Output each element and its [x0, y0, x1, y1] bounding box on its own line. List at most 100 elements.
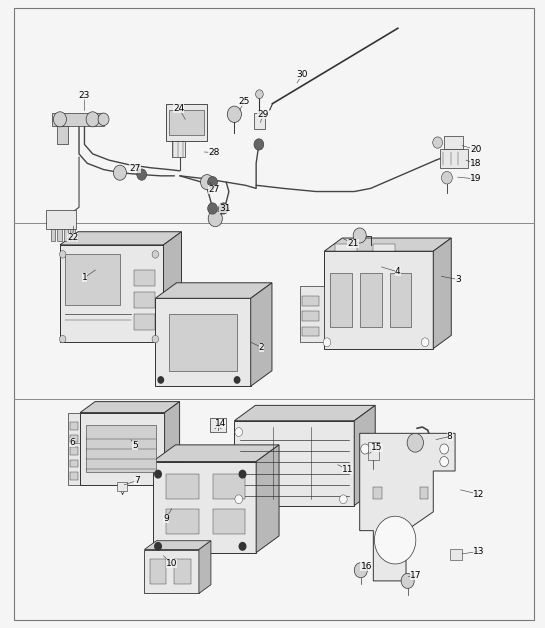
Circle shape [235, 428, 243, 436]
Bar [134, 292, 155, 308]
Bar [169, 314, 237, 371]
Circle shape [59, 335, 66, 343]
Circle shape [407, 433, 423, 452]
Circle shape [239, 470, 246, 478]
Bar [169, 110, 204, 135]
Circle shape [353, 228, 366, 243]
Text: 5: 5 [132, 441, 138, 450]
Circle shape [137, 169, 147, 180]
Bar [166, 104, 207, 141]
Circle shape [361, 444, 370, 454]
Bar [68, 413, 80, 485]
Bar [117, 482, 127, 491]
Bar [302, 311, 319, 321]
Polygon shape [251, 283, 272, 386]
Text: 24: 24 [173, 104, 184, 112]
Bar [213, 474, 245, 499]
Bar [330, 273, 352, 327]
Polygon shape [57, 126, 68, 144]
Bar [70, 472, 78, 480]
Text: 19: 19 [470, 175, 482, 183]
Circle shape [401, 573, 414, 588]
Polygon shape [354, 406, 376, 506]
Text: 3: 3 [455, 275, 461, 284]
Polygon shape [155, 283, 272, 298]
Text: 27: 27 [208, 185, 219, 194]
Circle shape [208, 176, 217, 188]
Bar [440, 149, 468, 168]
Text: 30: 30 [296, 70, 308, 78]
Polygon shape [234, 406, 376, 421]
Bar [335, 244, 357, 251]
Polygon shape [52, 113, 104, 126]
Bar [65, 254, 120, 305]
Text: 13: 13 [473, 547, 485, 556]
Text: 21: 21 [348, 239, 359, 248]
Circle shape [98, 113, 109, 126]
Bar [51, 229, 55, 241]
Circle shape [256, 90, 263, 99]
Text: 25: 25 [239, 97, 250, 106]
Text: 9: 9 [164, 514, 169, 522]
Text: 11: 11 [342, 465, 354, 474]
Circle shape [155, 543, 161, 550]
Bar [150, 559, 166, 584]
Circle shape [239, 543, 246, 550]
Text: 18: 18 [470, 160, 482, 168]
Circle shape [433, 137, 443, 148]
Circle shape [340, 495, 347, 504]
Polygon shape [144, 541, 211, 550]
Polygon shape [60, 232, 181, 245]
Bar [213, 509, 245, 534]
Bar [134, 270, 155, 286]
Polygon shape [256, 445, 279, 553]
Circle shape [235, 495, 243, 504]
Bar [70, 422, 78, 430]
Polygon shape [60, 245, 164, 342]
Bar [166, 509, 199, 534]
Polygon shape [165, 402, 180, 485]
Bar [166, 474, 199, 499]
Bar [174, 559, 191, 584]
Bar [70, 435, 78, 442]
Circle shape [219, 203, 228, 214]
Bar [444, 136, 463, 149]
Circle shape [208, 210, 222, 227]
Polygon shape [433, 238, 451, 349]
Text: 10: 10 [166, 560, 178, 568]
Bar [450, 549, 462, 560]
Circle shape [354, 563, 367, 578]
Polygon shape [144, 550, 199, 593]
Bar [210, 418, 226, 432]
Bar [373, 244, 395, 251]
Bar [254, 113, 265, 129]
Text: 6: 6 [70, 438, 75, 447]
Text: 7: 7 [135, 476, 140, 485]
Bar [300, 286, 324, 342]
Bar [368, 442, 379, 460]
Circle shape [59, 251, 66, 258]
Polygon shape [155, 298, 251, 386]
Text: 15: 15 [371, 443, 383, 452]
Text: 1: 1 [82, 273, 87, 282]
Polygon shape [80, 413, 165, 485]
Bar [172, 141, 185, 157]
Circle shape [208, 203, 217, 214]
Circle shape [227, 106, 241, 122]
Bar [46, 210, 76, 229]
Text: 20: 20 [470, 145, 481, 154]
Polygon shape [153, 462, 256, 553]
Text: 2: 2 [259, 343, 264, 352]
Text: 27: 27 [130, 164, 141, 173]
Circle shape [152, 251, 159, 258]
Polygon shape [153, 445, 279, 462]
Text: 23: 23 [79, 91, 90, 100]
Text: 31: 31 [219, 204, 231, 213]
Bar [373, 487, 382, 499]
Polygon shape [80, 402, 180, 413]
Bar [70, 229, 75, 241]
Circle shape [374, 516, 416, 564]
Text: 22: 22 [67, 233, 78, 242]
Bar [70, 460, 78, 467]
Circle shape [421, 338, 429, 347]
